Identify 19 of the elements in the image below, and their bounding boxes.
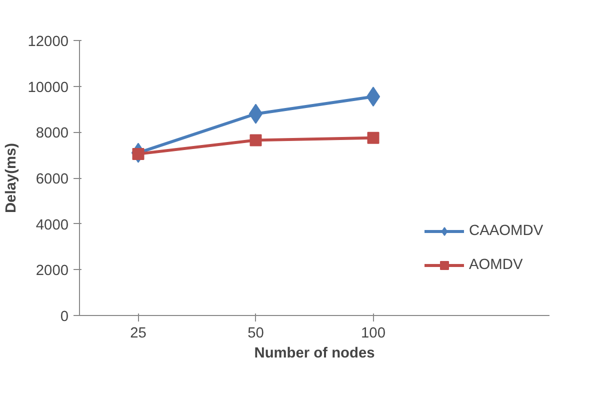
y-tick-label: 8000 (36, 126, 69, 142)
legend-label: CAAOMDV (469, 223, 544, 239)
y-tick-label: 12000 (28, 34, 69, 50)
point (366, 86, 380, 107)
point (250, 134, 262, 146)
x-axis-title: Number of nodes (254, 346, 375, 362)
point (367, 132, 380, 144)
point (248, 104, 263, 124)
x-tick-label: 100 (361, 326, 386, 342)
legend-label: AOMDV (469, 257, 523, 273)
y-tick-label: 10000 (28, 80, 69, 96)
y-tick-label: 0 (60, 309, 69, 325)
x-tick-label: 50 (248, 326, 264, 342)
y-axis-title: Delay(ms) (4, 142, 20, 214)
x-tick-label: 25 (130, 326, 146, 342)
y-tick-label: 4000 (36, 217, 69, 234)
point (132, 148, 144, 160)
y-tick-label: 2000 (36, 263, 69, 280)
y-tick-label: 6000 (36, 172, 69, 188)
